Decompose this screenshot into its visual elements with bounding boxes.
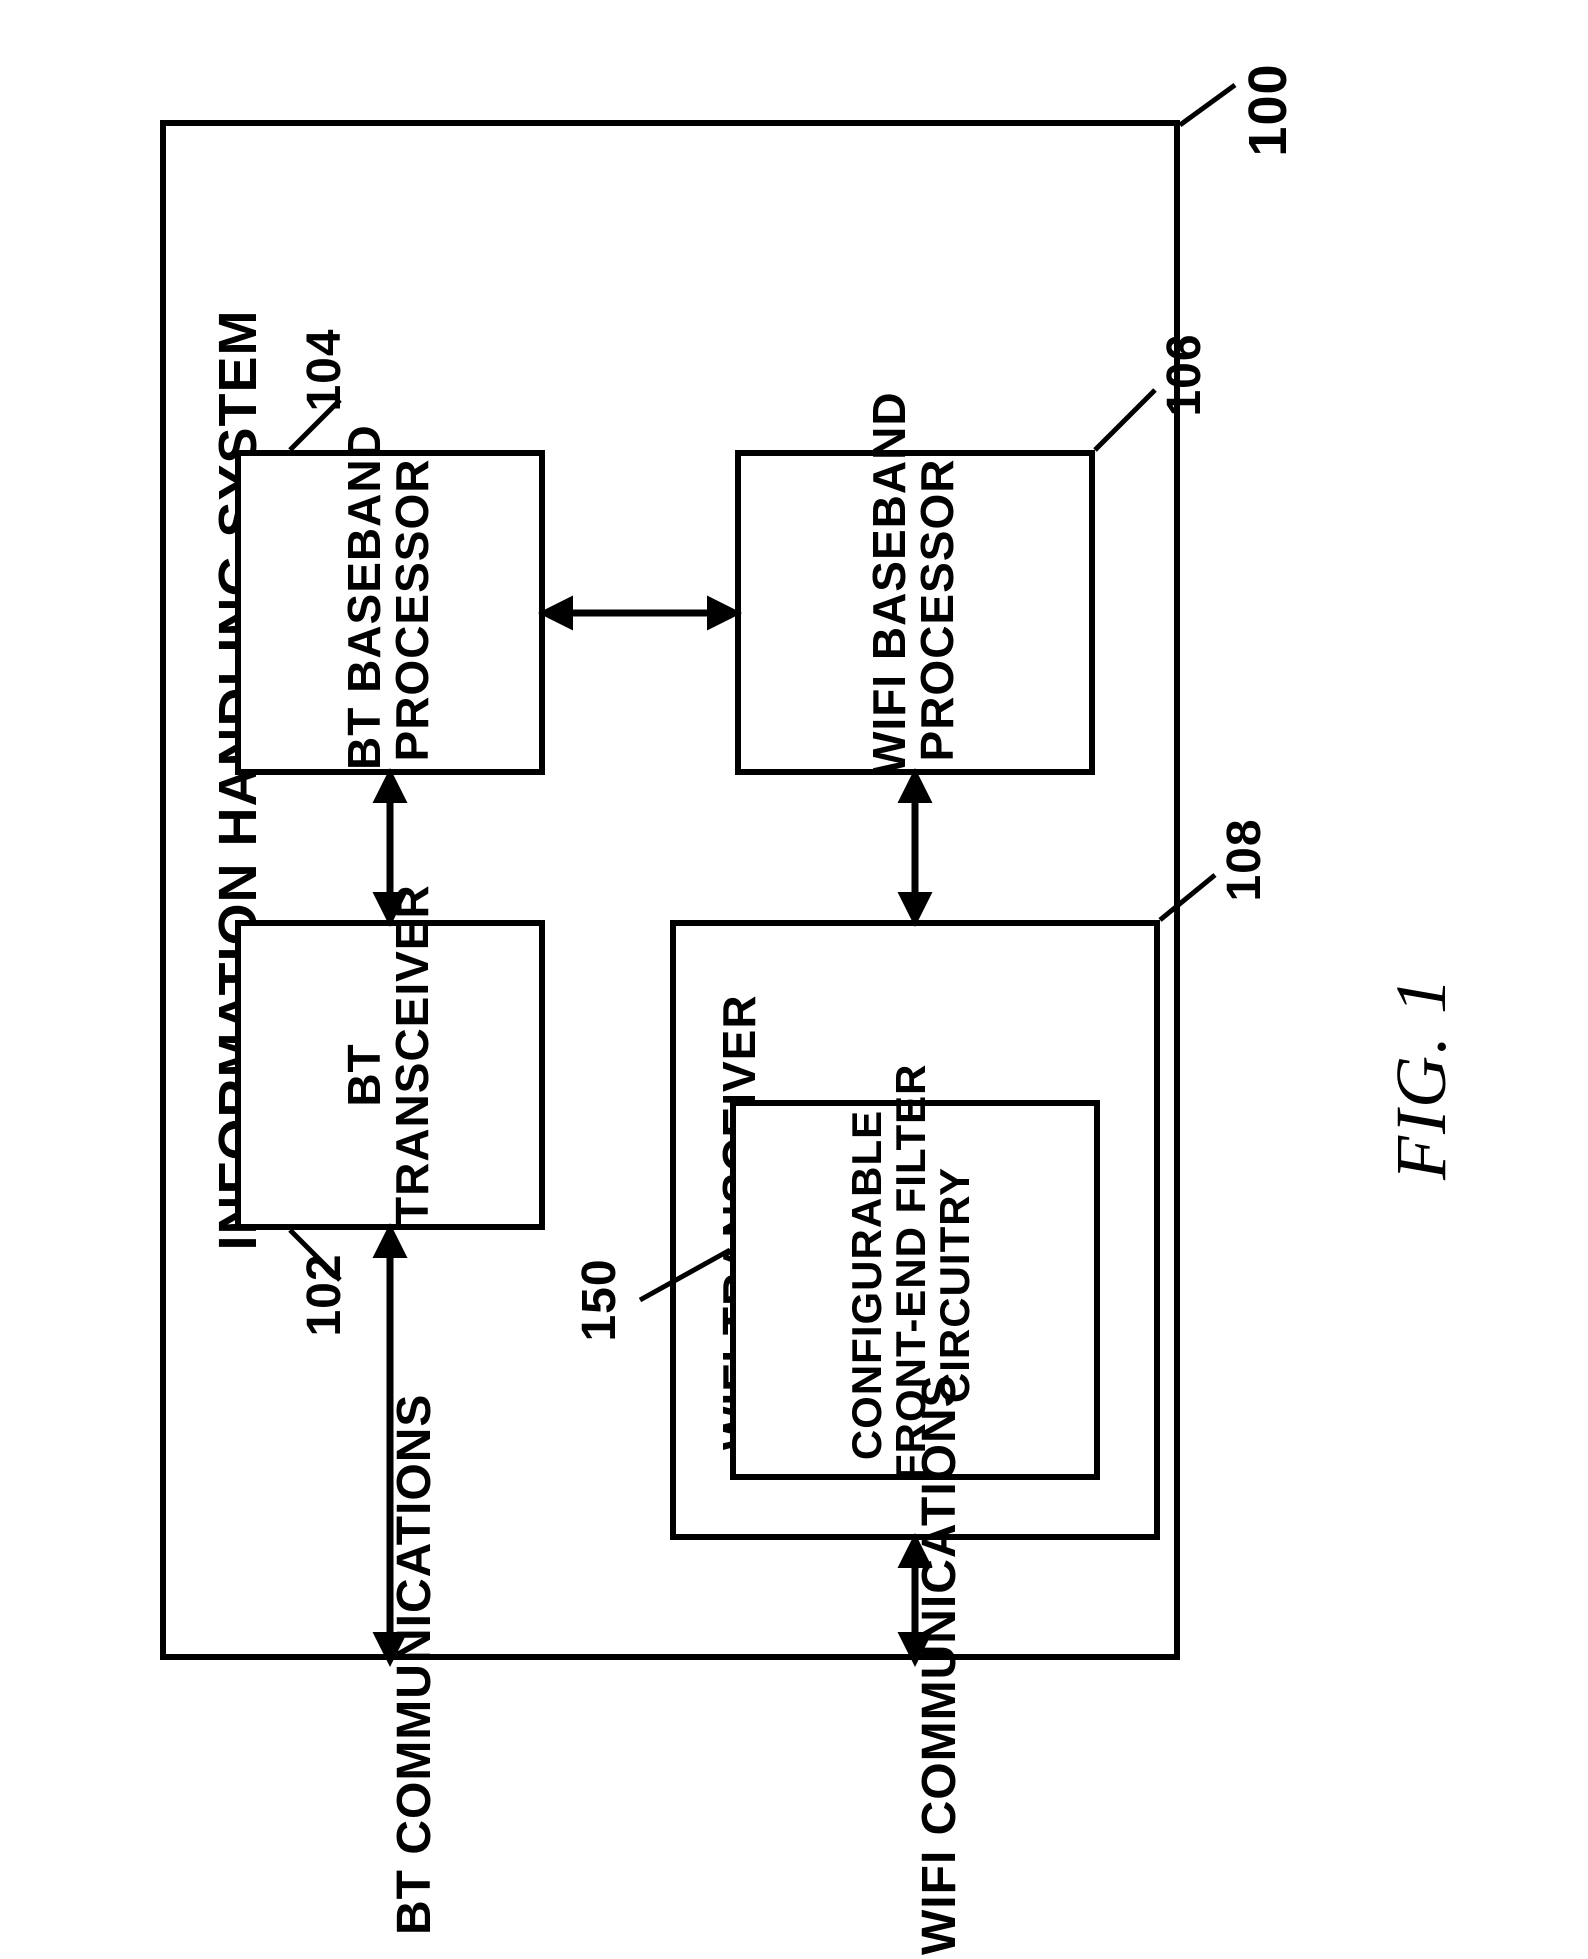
system-ref: 100 xyxy=(1240,50,1297,170)
wifi-transceiver-ref: 108 xyxy=(1220,810,1270,910)
bt-baseband-label: BT BASEBAND PROCESSOR xyxy=(340,450,437,770)
figure-caption: FIG. 1 xyxy=(1380,880,1463,1180)
wifi-baseband-ref: 106 xyxy=(1160,325,1210,425)
bt-baseband-ref: 104 xyxy=(300,320,350,420)
bt-comm-label: BT COMMUNICATIONS xyxy=(390,1405,440,1935)
filter-ref: 150 xyxy=(575,1250,625,1350)
wifi-comm-label: WIFI COMMUNICATIONS xyxy=(915,1395,965,1955)
wifi-baseband-label: WIFI BASEBAND PROCESSOR xyxy=(865,445,962,775)
diagram-canvas: INFORMATION HANDLING SYSTEM 100 BT BASEB… xyxy=(0,0,1588,1959)
bt-transceiver-label: BT TRANSCEIVER xyxy=(340,925,437,1225)
bt-transceiver-ref: 102 xyxy=(300,1245,350,1345)
